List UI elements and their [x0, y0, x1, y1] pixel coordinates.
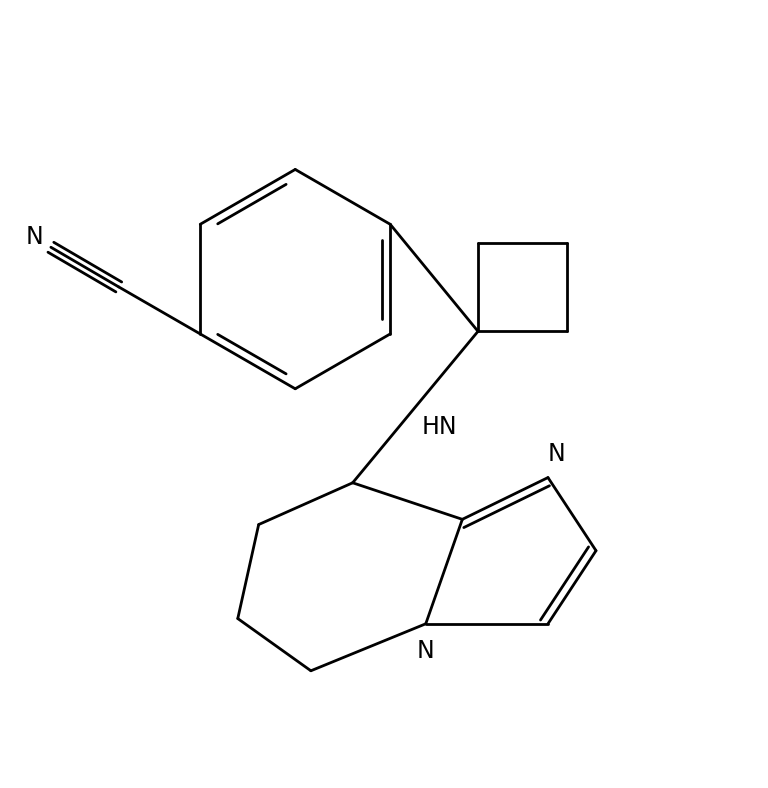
Text: N: N — [548, 441, 565, 466]
Text: HN: HN — [422, 415, 457, 439]
Text: N: N — [417, 639, 435, 663]
Text: N: N — [25, 225, 43, 249]
